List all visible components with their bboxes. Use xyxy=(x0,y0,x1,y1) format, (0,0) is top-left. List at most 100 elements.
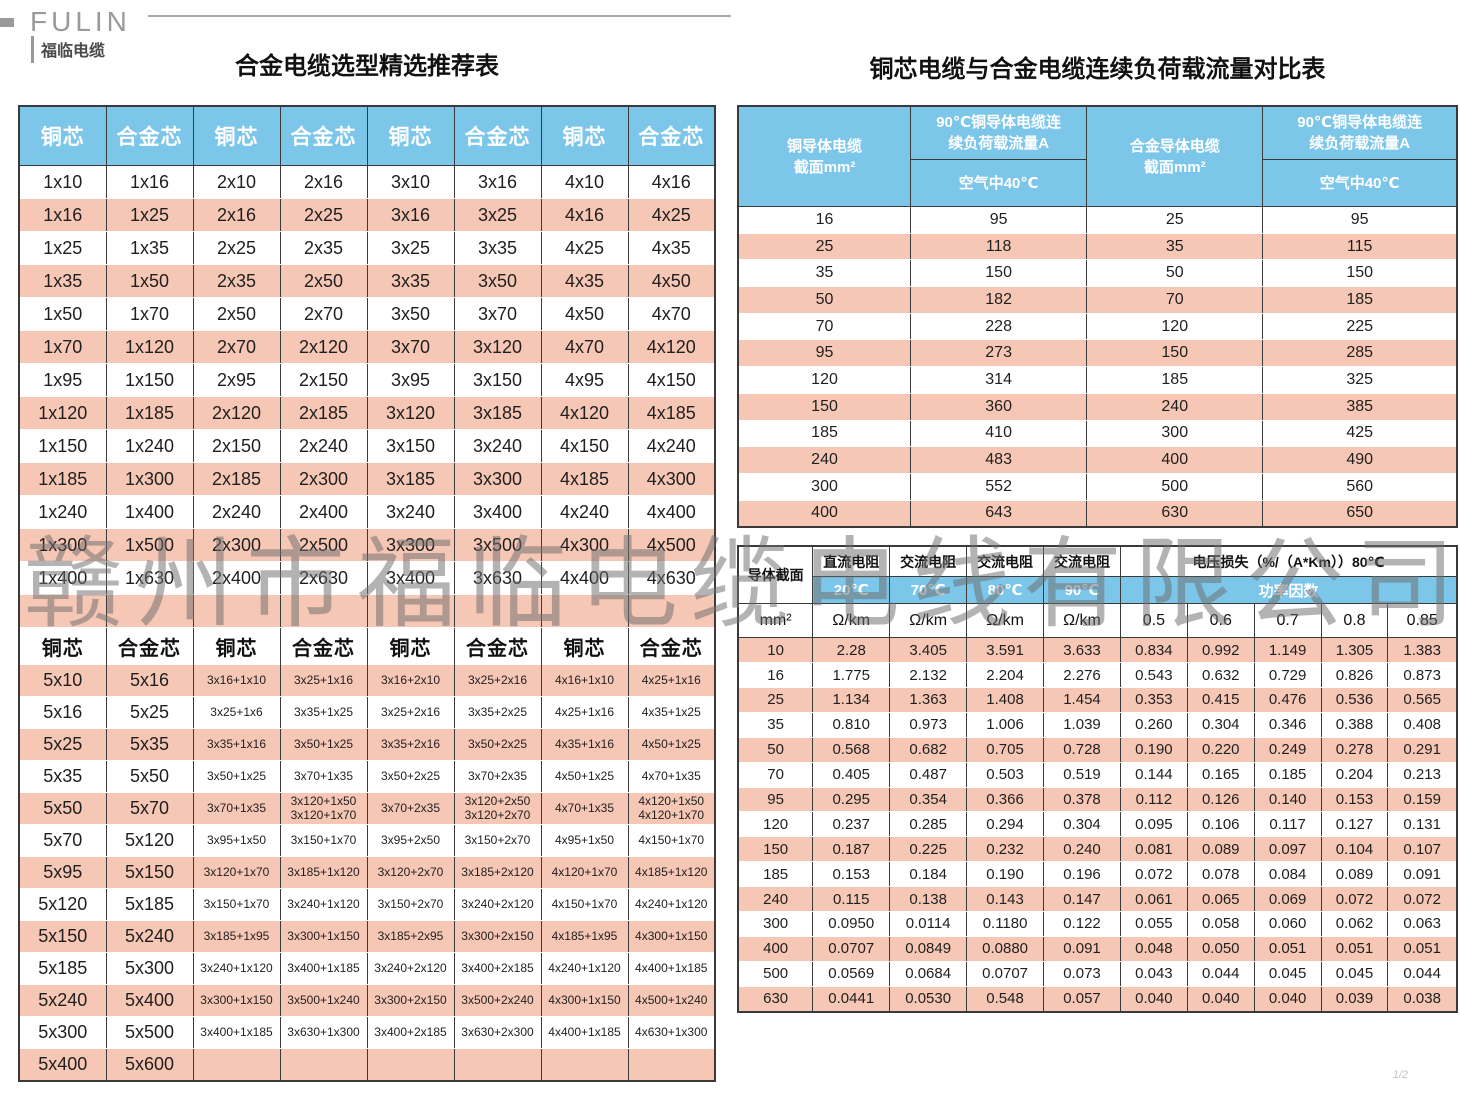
table-cell: 2x25 xyxy=(192,231,280,265)
table-cell: 5x400 xyxy=(19,1048,106,1082)
table-cell: 0.039 xyxy=(1320,986,1388,1013)
table-cell: 3x500 xyxy=(453,528,541,562)
table-cell: 0.285 xyxy=(889,811,967,838)
table-cell: 3x25 xyxy=(366,231,454,265)
table-cell: 1x25 xyxy=(105,198,193,232)
alloy-selection-section: 合金电缆选型精选推荐表 铜芯 合金芯 铜芯 合金芯 铜芯 合金芯 铜芯 合金芯 1x10 1x1… xyxy=(18,52,716,1082)
table-cell: 3x120+2x50 3x120+2x70 xyxy=(453,792,541,825)
table-cell: 95 xyxy=(1262,206,1457,234)
table-cell: 2.132 xyxy=(889,662,967,689)
column-header: 合金芯 xyxy=(279,627,367,665)
table-cell: 16 xyxy=(738,662,813,689)
table-cell: 0.140 xyxy=(1253,787,1322,813)
table-cell: 70 xyxy=(738,313,911,341)
table-cell: 2x240 xyxy=(279,429,367,463)
table-cell: 4x70+1x35 xyxy=(540,792,628,825)
table-cell: 5x50 xyxy=(105,760,193,793)
table-cell: 0.568 xyxy=(812,737,890,763)
table-cell: 2x16 xyxy=(279,165,367,199)
table-cell: 185 xyxy=(738,420,911,448)
table-cell: 0.225 xyxy=(889,836,967,863)
column-header: 铜芯 xyxy=(540,105,629,166)
table-cell: 4x70 xyxy=(627,297,715,331)
table-cell: 3x400 xyxy=(453,495,541,529)
right-table-title: 铜芯电缆与合金电缆连续负荷载流量对比表 xyxy=(869,56,1326,83)
table-cell: 4x120+1x50 4x120+1x70 xyxy=(627,792,715,825)
table-cell: 3x150+1x70 xyxy=(279,824,367,857)
table-cell: 3x10 xyxy=(366,165,454,199)
table-cell: 4x400+1x185 xyxy=(627,952,715,985)
table-cell: 0.040 xyxy=(1119,986,1188,1013)
table-cell: 0.062 xyxy=(1320,911,1388,937)
table-cell: 4x50 xyxy=(627,264,715,298)
table-cell: 150 xyxy=(738,836,813,863)
table-cell: 1x70 xyxy=(105,297,193,331)
ac-resistance-header-1: 交流电阻 xyxy=(889,545,968,578)
column-header: 铜芯 xyxy=(192,627,280,665)
logo-chinese-name: 福临电缆 xyxy=(31,36,131,63)
table-cell: 360 xyxy=(910,393,1087,421)
table-cell: 0.388 xyxy=(1320,712,1388,738)
table-cell: 4x50+1x25 xyxy=(627,728,715,761)
table-cell: 0.190 xyxy=(1119,737,1188,763)
table-cell: 0.095 xyxy=(1119,811,1188,838)
dc-resistance-header: 直流电阻 xyxy=(812,545,891,578)
table-cell: 0.728 xyxy=(1043,737,1121,763)
table-cell: 0.127 xyxy=(1320,811,1388,838)
table-cell: 0.061 xyxy=(1119,886,1188,913)
table-cell: 0.873 xyxy=(1387,662,1457,689)
table-cell: 0.159 xyxy=(1387,787,1457,813)
table-cell: 0.0569 xyxy=(812,961,890,987)
table-cell: 3x50 xyxy=(453,264,541,298)
table-cell xyxy=(540,1048,628,1082)
table-cell: 4x400+1x185 xyxy=(540,1016,628,1049)
pf-0-7: 0.7 xyxy=(1253,603,1322,639)
table-cell: 240 xyxy=(738,446,911,474)
table-row: 400 0.0707 0.0849 0.0880 0.091 0.048 0.050 0.05… xyxy=(738,936,1457,962)
table-cell: 400 xyxy=(738,500,911,528)
table-row: 5x50 5x70 3x70+1x35 3x120+1x50 3x120+1x70 3x… xyxy=(19,792,715,825)
ac-resistance-header-3: 交流电阻 xyxy=(1043,545,1121,578)
table-cell: 1.408 xyxy=(966,687,1044,713)
copper-section-header: 铜导体电缆 截面mm² xyxy=(737,105,912,207)
ac-resistance-header-2: 交流电阻 xyxy=(966,545,1045,578)
table-row: 1x25 1x35 2x25 2x35 3x25 3x35 4x25 4x35 xyxy=(19,231,715,265)
table-cell: 3x70+2x35 xyxy=(366,792,454,825)
table-cell: 3x150 xyxy=(366,429,454,463)
table-cell: 314 xyxy=(910,366,1087,394)
table-row: 16 95 25 95 xyxy=(738,206,1457,234)
column-header: 合金芯 xyxy=(453,627,541,665)
table-cell: 3x70 xyxy=(453,297,541,331)
table-cell xyxy=(192,1048,280,1082)
table-cell: 185 xyxy=(1086,366,1263,394)
table-cell: 385 xyxy=(1262,393,1457,421)
table-cell: 4x150+1x70 xyxy=(627,824,715,857)
table-cell: 1x70 xyxy=(19,330,106,364)
table-cell: 240 xyxy=(1086,393,1263,421)
table-cell: 4x70 xyxy=(540,330,628,364)
table-cell: 3x120+2x70 xyxy=(366,856,454,889)
table-cell: 3x35+2x16 xyxy=(366,728,454,761)
table-cell: 0.973 xyxy=(889,712,967,738)
table-cell: 1.134 xyxy=(812,687,890,713)
table-cell: 5x16 xyxy=(105,665,193,697)
table-cell: 4x300+1x150 xyxy=(540,984,628,1017)
table-row: 240 483 400 490 xyxy=(738,446,1457,474)
table-cell: 1x185 xyxy=(105,396,193,430)
table-cell: 150 xyxy=(1262,259,1457,288)
table-cell: 3x630 xyxy=(453,561,541,595)
table-cell xyxy=(366,594,454,628)
column-header: 合金芯 xyxy=(627,627,715,665)
table-cell: 0.060 xyxy=(1253,911,1322,937)
table-cell: 3x16+2x10 xyxy=(366,665,454,697)
table-row: 10 2.28 3.405 3.591 3.633 0.834 0.992 1.149 1.30… xyxy=(738,637,1457,664)
table-cell: 2x50 xyxy=(279,264,367,298)
table-cell: 0.0950 xyxy=(812,911,890,937)
table-cell: 0.081 xyxy=(1119,836,1188,863)
table-cell: 4x240 xyxy=(627,429,715,463)
table-row: 120 314 185 325 xyxy=(738,366,1457,394)
table-cell: 3x185+1x95 xyxy=(192,920,280,953)
table-row: 5x185 5x300 3x240+1x120 3x400+1x185 3x240+2x… xyxy=(19,952,715,985)
table-cell: 2x630 xyxy=(279,561,367,595)
table-cell: 3x35+1x25 xyxy=(279,696,367,729)
